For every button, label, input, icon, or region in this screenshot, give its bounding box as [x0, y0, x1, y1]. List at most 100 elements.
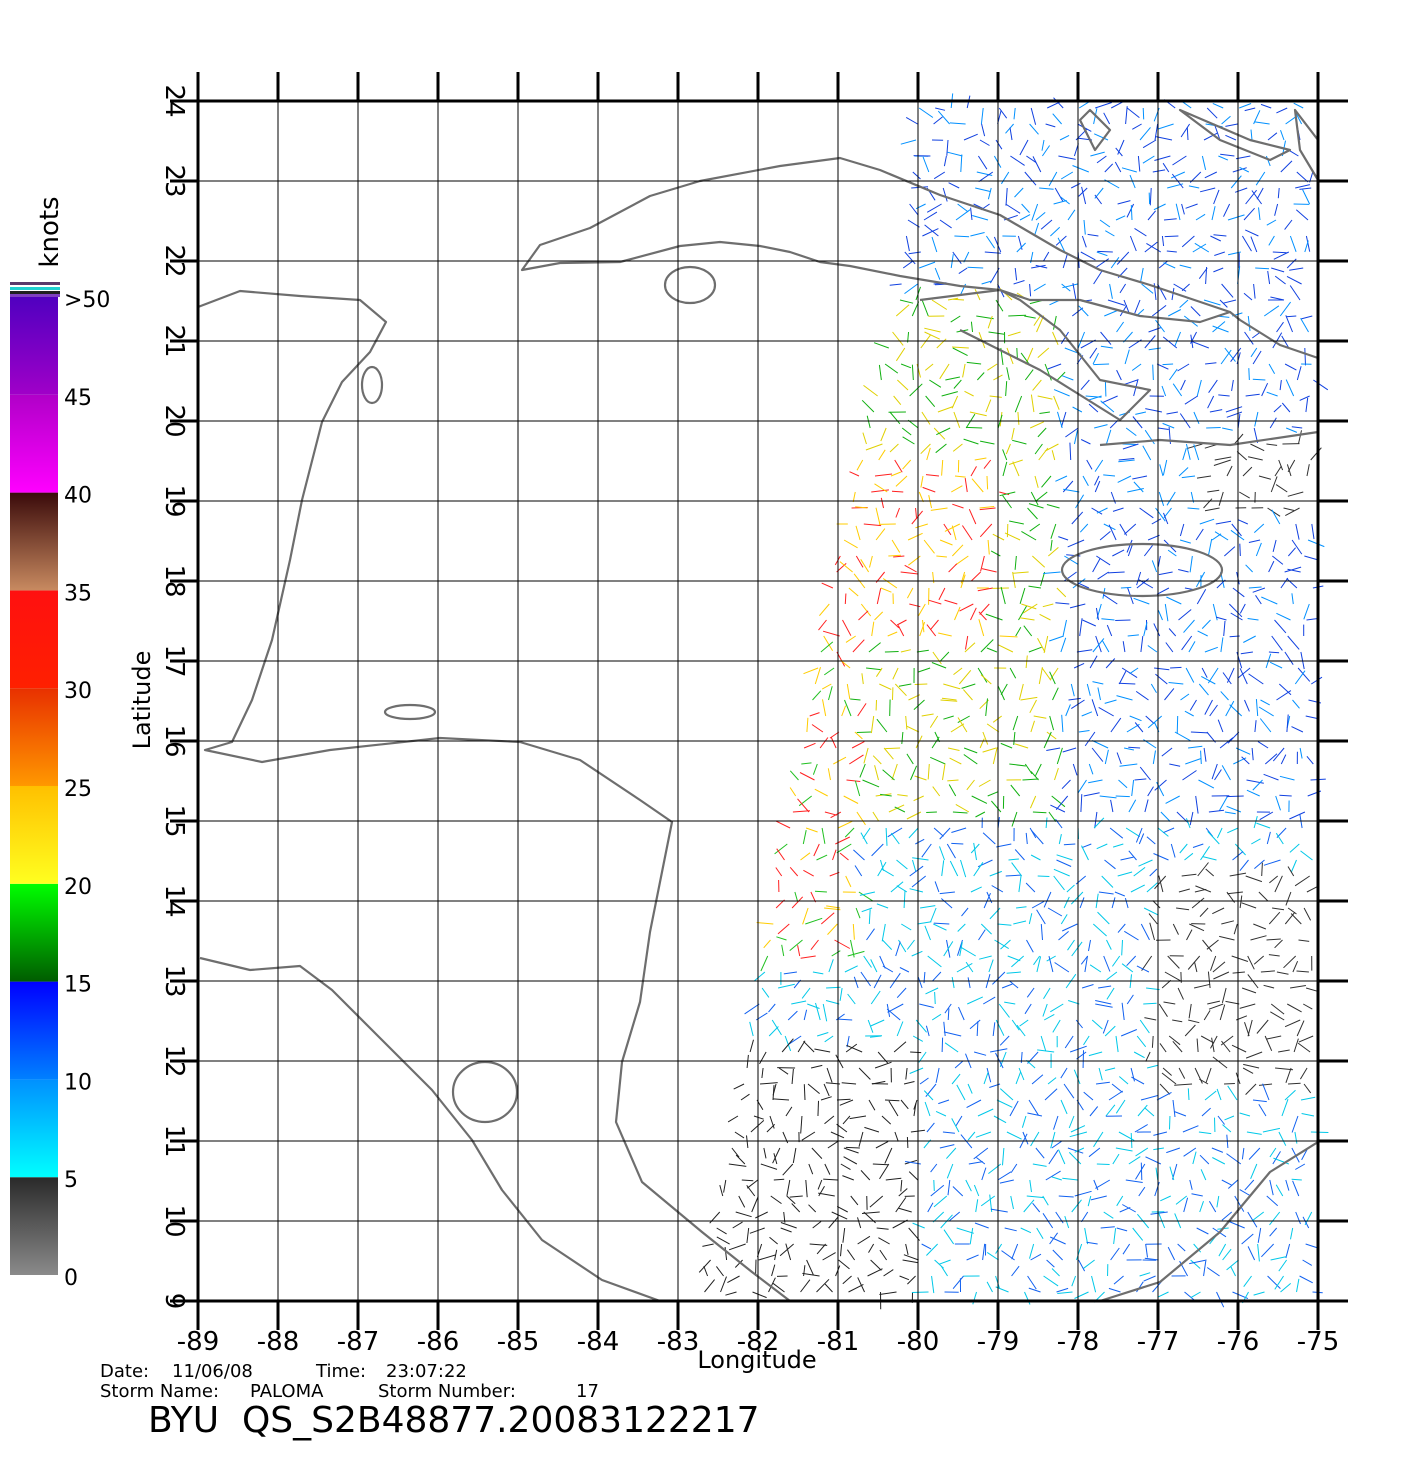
wind-stroke: [1184, 852, 1194, 861]
wind-stroke: [1061, 375, 1074, 381]
wind-stroke: [1029, 1243, 1035, 1259]
wind-stroke: [1139, 127, 1151, 141]
wind-stroke: [842, 1275, 852, 1285]
wind-stroke: [988, 959, 994, 973]
wind-stroke: [1230, 175, 1242, 189]
wind-stroke: [755, 1211, 768, 1219]
wind-stroke: [1011, 427, 1015, 440]
wind-stroke: [1125, 1179, 1143, 1183]
wind-stroke: [838, 1018, 853, 1021]
colorbar-cap: [10, 294, 60, 297]
wind-stroke: [961, 683, 976, 689]
wind-stroke: [1096, 555, 1111, 566]
wind-stroke: [1019, 214, 1031, 221]
wind-stroke: [1178, 609, 1192, 621]
wind-stroke: [990, 550, 1001, 557]
wind-stroke: [1221, 115, 1231, 125]
wind-stroke: [925, 395, 936, 408]
wind-stroke: [1073, 429, 1078, 445]
wind-stroke: [918, 491, 924, 503]
wind-stroke: [1104, 859, 1116, 870]
lon-tick-label: -77: [1137, 1327, 1179, 1357]
wind-stroke: [1244, 699, 1250, 712]
wind-stroke: [1031, 1074, 1044, 1085]
wind-stroke: [919, 621, 926, 637]
wind-stroke: [789, 866, 799, 877]
wind-stroke: [1046, 1259, 1055, 1268]
wind-stroke: [1203, 747, 1207, 762]
wind-stroke: [1240, 651, 1253, 655]
wind-stroke: [1295, 209, 1309, 221]
wind-stroke: [1071, 1275, 1077, 1287]
wind-stroke: [895, 1197, 907, 1213]
wind-stroke: [981, 1167, 987, 1181]
wind-stroke: [1006, 367, 1010, 381]
wind-stroke: [1161, 235, 1165, 247]
wind-stroke: [1028, 503, 1044, 509]
wind-stroke: [1170, 666, 1182, 669]
wind-stroke: [1227, 731, 1240, 744]
wind-stroke: [1173, 283, 1187, 292]
wind-stroke: [1208, 809, 1225, 813]
wind-stroke: [963, 689, 973, 701]
wind-stroke: [1300, 318, 1309, 333]
wind-stroke: [1207, 831, 1220, 845]
wind-stroke: [1005, 381, 1008, 397]
wind-stroke: [886, 1008, 901, 1021]
wind-stroke: [856, 731, 871, 733]
wind-stroke: [954, 475, 966, 478]
wind-stroke: [1178, 569, 1189, 573]
wind-stroke: [870, 715, 875, 734]
wind-stroke: [1248, 673, 1264, 685]
wind-stroke: [780, 1222, 797, 1229]
wind-stroke: [1033, 715, 1047, 719]
wind-stroke: [952, 347, 968, 357]
wind-stroke: [925, 474, 940, 477]
wind-stroke: [1274, 619, 1287, 634]
wind-stroke: [935, 1067, 940, 1083]
wind-stroke: [1007, 331, 1021, 337]
wind-stroke: [860, 832, 868, 845]
wind-stroke: [1164, 235, 1179, 238]
wind-stroke: [1060, 1099, 1068, 1115]
wind-stroke: [1017, 411, 1020, 425]
wind-stroke: [1306, 885, 1319, 893]
wind-stroke: [1302, 1216, 1310, 1229]
wind-stroke: [1130, 1067, 1135, 1082]
wind-stroke: [905, 116, 918, 125]
wind-stroke: [1227, 251, 1241, 256]
wind-stroke: [849, 471, 860, 477]
wind-stroke: [1112, 507, 1124, 512]
wind-stroke: [786, 1195, 796, 1205]
wind-stroke: [857, 1277, 865, 1293]
wind-stroke: [1046, 731, 1057, 740]
wind-stroke: [1189, 811, 1194, 826]
wind-stroke: [1044, 443, 1059, 452]
wind-stroke: [913, 699, 925, 710]
wind-stroke: [916, 649, 929, 653]
wind-stroke: [909, 603, 921, 608]
wind-stroke: [1256, 822, 1271, 829]
wind-stroke: [954, 235, 970, 238]
wind-stroke: [1149, 922, 1155, 941]
wind-stroke: [923, 1090, 934, 1101]
wind-stroke: [938, 587, 946, 601]
wind-stroke: [725, 1291, 737, 1296]
wind-stroke: [1261, 1243, 1275, 1258]
wind-stroke: [954, 606, 961, 621]
wind-stroke: [899, 967, 910, 973]
wind-stroke: [1284, 651, 1294, 665]
wind-stroke: [833, 756, 847, 765]
wind-stroke: [808, 1163, 814, 1175]
wind-stroke: [1032, 811, 1047, 814]
wind-stroke: [1107, 571, 1125, 574]
wind-stroke: [1218, 795, 1229, 811]
wind-stroke: [877, 1051, 889, 1064]
wind-stroke: [1196, 588, 1207, 605]
wind-stroke: [1014, 187, 1024, 198]
wind-stroke: [802, 907, 809, 925]
wind-stroke: [1181, 635, 1193, 651]
wind-stroke: [1024, 171, 1037, 186]
wind-stroke: [1205, 868, 1215, 877]
wind-stroke: [973, 1147, 989, 1160]
